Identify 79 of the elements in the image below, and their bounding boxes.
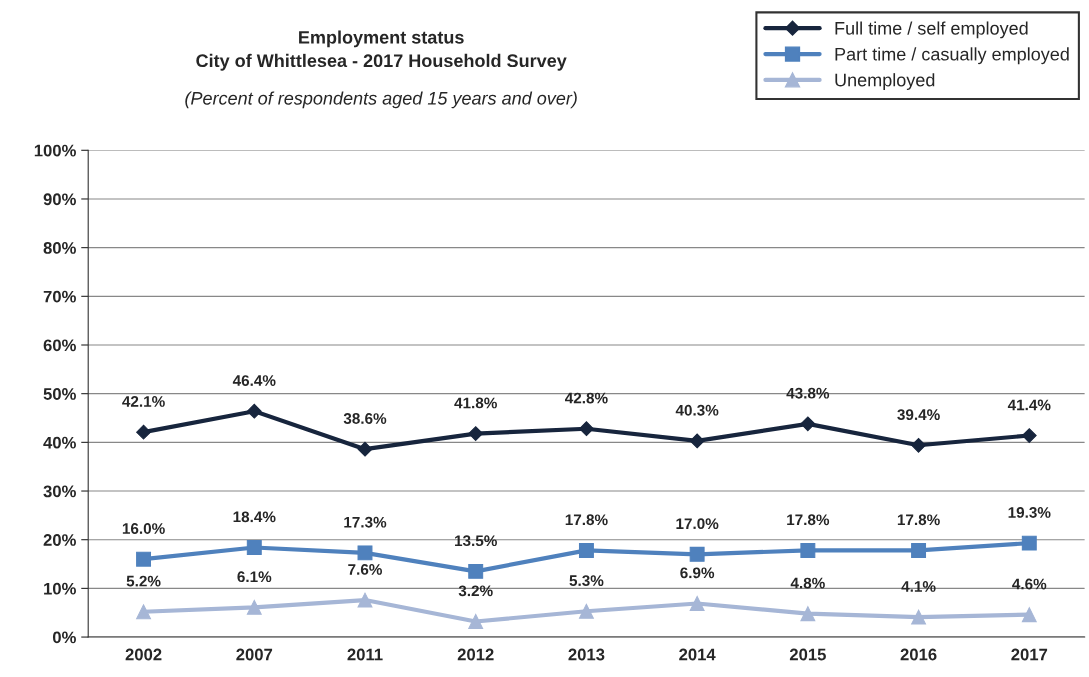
point [468,426,484,441]
point [800,542,816,558]
data-label: 18.4% [233,511,276,523]
data-label: 40.3% [675,404,719,416]
point [911,609,927,625]
y-tick-label: 50% [43,388,76,400]
y-tick-label: 90% [43,193,76,206]
point [1021,607,1037,623]
y-tick-label: 20% [43,534,76,546]
point [911,542,927,558]
point [246,403,262,419]
data-label: 16.0% [122,523,165,534]
point [136,551,152,567]
x-tick-label: 2015 [789,648,826,661]
y-tick-label: 60% [43,339,76,352]
data-label: 17.8% [787,514,830,526]
y-tick-label: 80% [43,242,76,254]
point [468,563,484,579]
data-label: 4.6% [1012,578,1047,590]
point [578,542,594,558]
point [689,596,705,611]
chart-subtitle: (Percent of respondents aged 15 years and over) [185,91,577,109]
data-label: 42.8% [565,392,608,404]
x-tick-label: 2014 [679,648,716,661]
data-label: 17.3% [344,516,387,528]
x-tick-label: 2002 [125,648,162,661]
x-tick-label: 2016 [900,648,937,661]
point [357,592,373,608]
x-tick-label: 2011 [347,648,383,661]
data-label: 5.2% [126,575,161,587]
data-label: 5.3% [569,575,604,587]
point [1021,535,1037,551]
point [911,437,926,453]
x-tick-label: 2013 [568,648,605,661]
data-label: 41.8% [454,397,497,409]
point [357,441,373,457]
data-label: 42.1% [122,396,165,407]
point [136,604,152,620]
y-tick-label: 100% [34,144,76,157]
point [689,546,705,562]
data-label: 4.1% [901,581,936,592]
point [246,599,262,615]
point [246,540,262,555]
point [579,421,594,437]
data-label: 6.1% [237,571,272,583]
y-tick-label: 40% [43,436,76,449]
point [1021,428,1037,443]
x-tick-label: 2007 [236,648,273,661]
data-label: 17.0% [676,518,719,530]
data-label: 17.8% [565,514,608,526]
x-tick-label: 2017 [1011,648,1048,661]
data-label: 46.4% [232,375,276,386]
legend-label: Unemployed [835,73,935,90]
y-tick-label: 10% [44,582,76,595]
legend-label: Full time / self employed [835,21,1028,39]
data-label: 39.4% [897,409,940,421]
data-label: 3.2% [458,585,493,597]
point [578,603,594,619]
x-tick-label: 2012 [457,648,494,661]
point [800,416,816,432]
data-label: 13.5% [455,535,497,547]
data-label: 6.9% [680,567,715,579]
data-label: 17.8% [897,514,940,526]
legend-label: Part time / casually employed [835,47,1069,65]
y-tick-label: 0% [52,631,76,644]
data-label: 41.4% [1007,399,1051,411]
y-tick-label: 30% [43,485,76,498]
point [689,433,705,449]
point [136,424,151,440]
data-label: 43.8% [786,387,830,399]
data-label: 19.3% [1008,507,1051,518]
point [357,545,373,561]
data-label: 38.6% [343,413,387,424]
data-label: 7.6% [348,564,383,575]
chart-title: Employment status City of Whittlesea - 2017 Household Survey [196,30,567,71]
y-tick-label: 70% [43,290,76,303]
point [800,606,816,622]
point [468,614,484,629]
data-label: 4.8% [790,577,825,589]
